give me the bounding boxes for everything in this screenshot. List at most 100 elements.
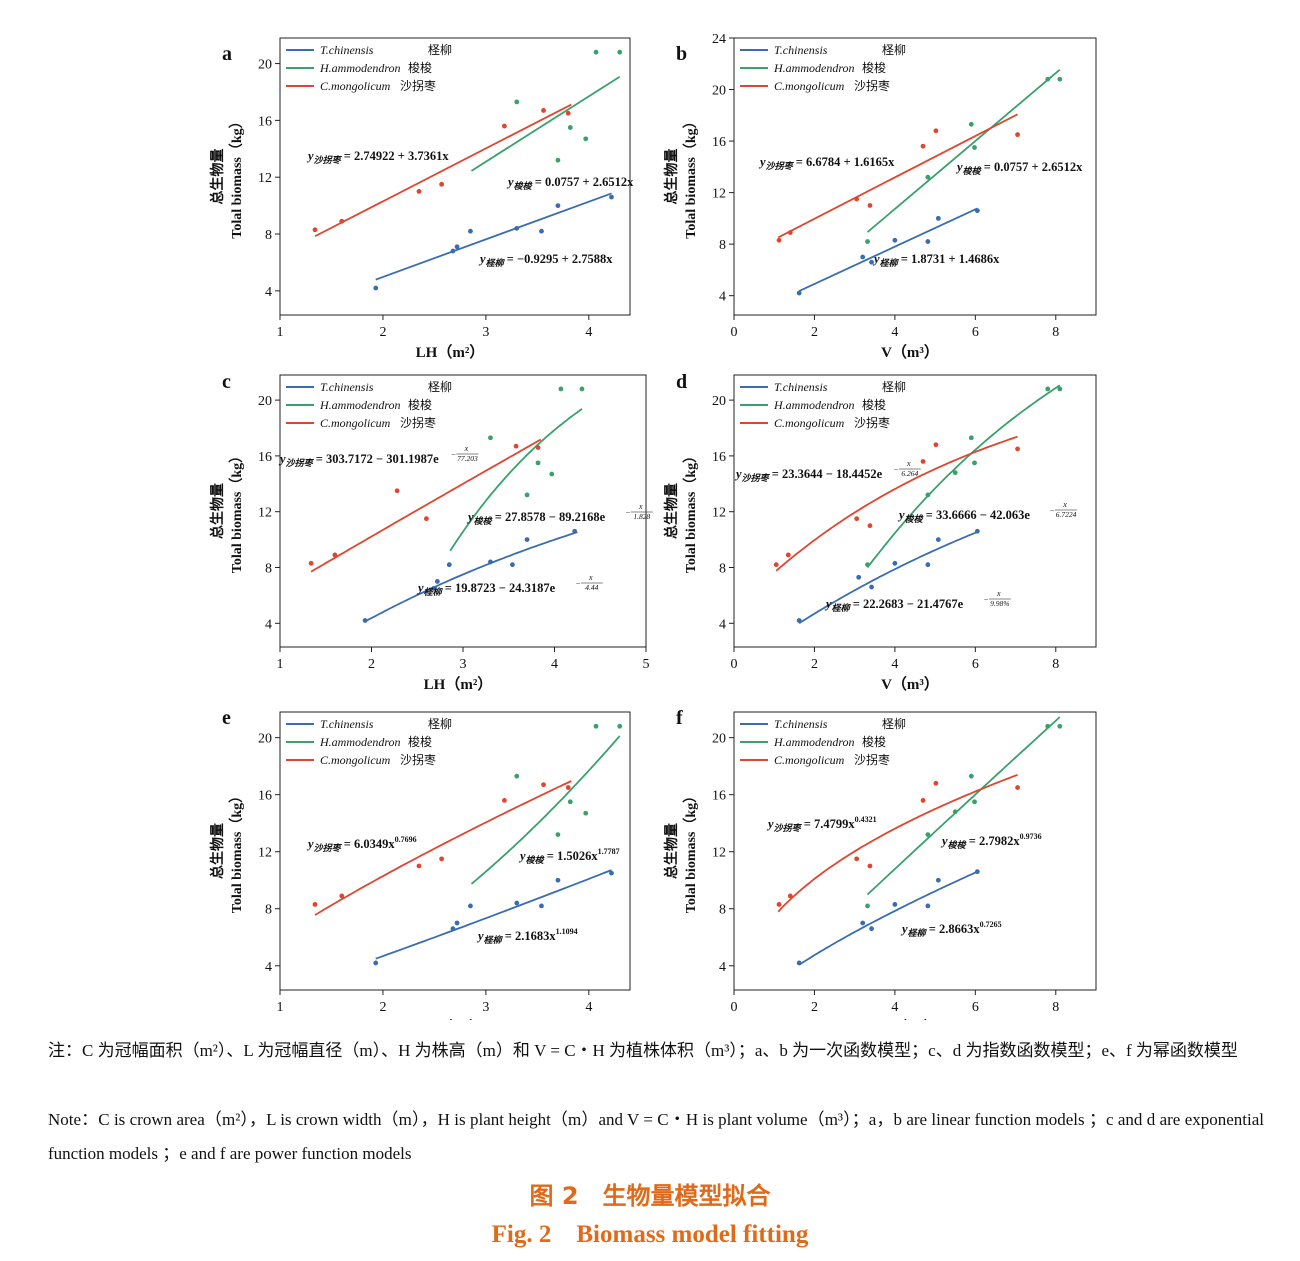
y-axis-label-english: Tolal biomass（kg） — [229, 449, 245, 573]
y-axis-label: 总生物量 Tolal biomass（kg） — [663, 114, 699, 238]
data-point — [867, 203, 873, 208]
data-point — [933, 442, 939, 448]
caption-note-english: Note：C is crown area（m²），L is crown widt… — [48, 1110, 1264, 1163]
legend-label-chinese: 柽柳 — [428, 380, 452, 394]
legend-label-chinese: 沙拐枣 — [854, 752, 890, 767]
y-tick-label: 8 — [265, 561, 272, 576]
data-point — [424, 516, 429, 522]
x-axis-label: V（m³） — [881, 1018, 939, 1020]
x-tick-label: 2 — [368, 657, 375, 672]
x-tick-label: 8 — [1052, 1000, 1059, 1015]
x-tick-label: 5 — [643, 657, 650, 672]
x-tick-label: 2 — [811, 1000, 818, 1015]
data-point — [1015, 446, 1020, 452]
y-tick-label: 12 — [712, 506, 726, 521]
data-point — [373, 285, 379, 291]
data-point — [972, 145, 977, 150]
chart-panel-d: 0 2 4 6 8 4 8 12 16 20 V（m³） 总生物量 Tolal biomass（kg） d… — [663, 371, 1097, 693]
data-point — [869, 259, 874, 265]
data-point — [549, 471, 555, 477]
fit-curve — [798, 207, 978, 292]
fit-curve — [310, 438, 542, 573]
plot-frame — [279, 37, 631, 316]
equation-body: = 2.1683x — [502, 929, 557, 943]
legend-label-chinese: 梭梭 — [408, 397, 432, 412]
data-point — [416, 189, 422, 194]
figure-title-chinese: 图 2 生物量模型拟合 — [529, 1182, 771, 1210]
y-tick-label: 20 — [712, 394, 726, 409]
equation-body: = 27.8578 − 89.2168e — [492, 510, 606, 524]
data-point — [935, 537, 941, 542]
caption-note-chinese: 注：C 为冠幅面积（m²）、L 为冠幅直径（m）、H 为株高（m）和 V = C… — [48, 1041, 1238, 1060]
fit-curve — [777, 773, 1018, 913]
data-point — [394, 488, 400, 494]
data-point — [502, 123, 507, 129]
x-tick-label: 4 — [891, 325, 898, 340]
data-point — [867, 863, 873, 869]
y-axis-label-english: Tolal biomass（kg） — [683, 114, 699, 238]
equation-label: y柽柳 = 2.8663x0.7265 — [900, 920, 1002, 939]
data-point — [558, 386, 564, 392]
legend-label: C.mongolicum — [774, 753, 845, 767]
data-point — [468, 228, 473, 234]
data-point — [972, 799, 977, 805]
panel-letter: f — [676, 707, 683, 729]
equation-y: y — [306, 837, 314, 851]
data-point — [555, 832, 561, 838]
legend-label: C.mongolicum — [320, 79, 391, 93]
fit-curve — [798, 870, 978, 966]
data-point — [373, 960, 379, 966]
plot-frame — [279, 711, 631, 991]
fit-curve — [775, 435, 1018, 572]
legend-label-chinese: 沙拐枣 — [400, 752, 436, 767]
legend-label: T.chinensis — [320, 43, 374, 57]
data-point — [867, 523, 873, 529]
x-tick-label: 2 — [811, 657, 818, 672]
x-tick-label: 4 — [891, 1000, 898, 1015]
equation-exponent-sign: − — [984, 595, 989, 604]
equation-body: = 1.5026x — [544, 849, 599, 863]
data-point — [1015, 785, 1020, 790]
data-point — [854, 196, 860, 202]
legend-label-chinese: 梭梭 — [862, 60, 886, 75]
data-point — [454, 920, 460, 926]
equation-exponent-denominator: 9.98% — [990, 599, 1009, 608]
data-point — [339, 893, 345, 899]
equation-subscript: 梭梭 — [474, 516, 493, 527]
x-tick-label: 6 — [972, 1000, 979, 1015]
y-tick-label: 20 — [258, 58, 272, 73]
equation-exponent-denominator: 6.7224 — [1056, 510, 1077, 519]
data-point — [1045, 386, 1051, 392]
legend-label: H.ammodendron — [319, 61, 401, 75]
data-point — [892, 902, 898, 907]
data-point — [854, 856, 860, 862]
data-point — [776, 902, 782, 907]
fit-curve — [470, 75, 621, 172]
panel-letter: b — [676, 43, 687, 65]
data-point — [925, 903, 931, 909]
data-point — [450, 248, 456, 254]
data-point — [539, 228, 544, 234]
data-point — [439, 181, 445, 187]
data-point — [541, 108, 546, 113]
data-point — [431, 586, 437, 591]
legend-label: T.chinensis — [774, 717, 828, 731]
fit-curve — [470, 735, 621, 885]
data-point — [925, 174, 931, 180]
y-axis-label: 总生物量 Tolal biomass（kg） — [209, 449, 245, 573]
panel-letter: a — [222, 43, 232, 65]
data-point — [572, 528, 578, 534]
data-point — [567, 125, 573, 130]
legend-label-chinese: 柽柳 — [882, 717, 906, 731]
data-point — [617, 723, 623, 729]
equation-subscript: 柽柳 — [484, 935, 504, 946]
legend-label: H.ammodendron — [773, 735, 855, 749]
equation-label: y梭梭 = 2.7982x0.9736 — [940, 832, 1042, 851]
legend-label-chinese: 柽柳 — [428, 43, 452, 57]
fit-curve — [375, 192, 612, 281]
y-tick-label: 12 — [712, 187, 726, 202]
data-point — [488, 559, 493, 565]
data-point — [312, 227, 318, 233]
